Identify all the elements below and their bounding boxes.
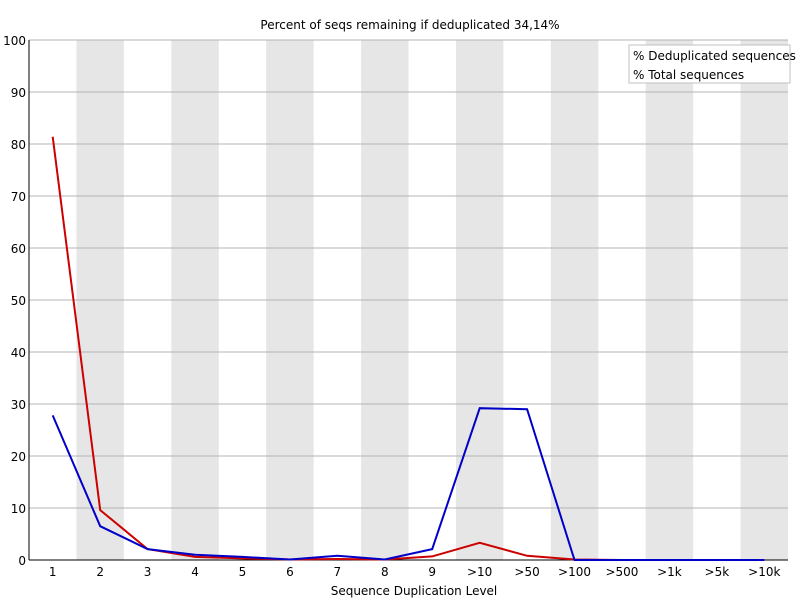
legend-entry-deduplicated: % Deduplicated sequences	[633, 49, 796, 63]
y-tick-label-20: 20	[11, 450, 26, 464]
x-tick-label-4: 5	[239, 565, 247, 579]
x-tick-label-7: 8	[381, 565, 389, 579]
x-tick-label-11: >100	[558, 565, 591, 579]
y-tick-label-10: 10	[11, 502, 26, 516]
x-tick-label-0: 1	[49, 565, 57, 579]
chart-title: Percent of seqs remaining if deduplicate…	[260, 18, 559, 32]
x-tick-label-3: 4	[191, 565, 199, 579]
x-tick-label-10: >50	[514, 565, 539, 579]
y-tick-label-0: 0	[18, 554, 26, 568]
x-tick-label-15: >10k	[748, 565, 780, 579]
x-tick-label-1: 2	[96, 565, 104, 579]
y-tick-label-90: 90	[11, 86, 26, 100]
legend-entry-total: % Total sequences	[633, 68, 744, 82]
y-tick-label-40: 40	[11, 346, 26, 360]
y-tick-label-70: 70	[11, 190, 26, 204]
x-axis-label: Sequence Duplication Level	[331, 584, 498, 598]
x-tick-label-14: >5k	[705, 565, 730, 579]
x-tick-label-13: >1k	[657, 565, 682, 579]
x-tick-label-6: 7	[334, 565, 342, 579]
x-tick-label-9: >10	[467, 565, 492, 579]
y-tick-label-30: 30	[11, 398, 26, 412]
y-tick-label-50: 50	[11, 294, 26, 308]
y-tick-label-60: 60	[11, 242, 26, 256]
x-tick-label-5: 6	[286, 565, 294, 579]
x-tick-label-2: 3	[144, 565, 152, 579]
legend: % Deduplicated sequences % Total sequenc…	[628, 44, 796, 84]
x-tick-label-12: >500	[605, 565, 638, 579]
y-tick-label-100: 100	[3, 34, 26, 48]
y-tick-label-80: 80	[11, 138, 26, 152]
series-line-1	[51, 407, 765, 561]
x-tick-label-8: 9	[428, 565, 436, 579]
